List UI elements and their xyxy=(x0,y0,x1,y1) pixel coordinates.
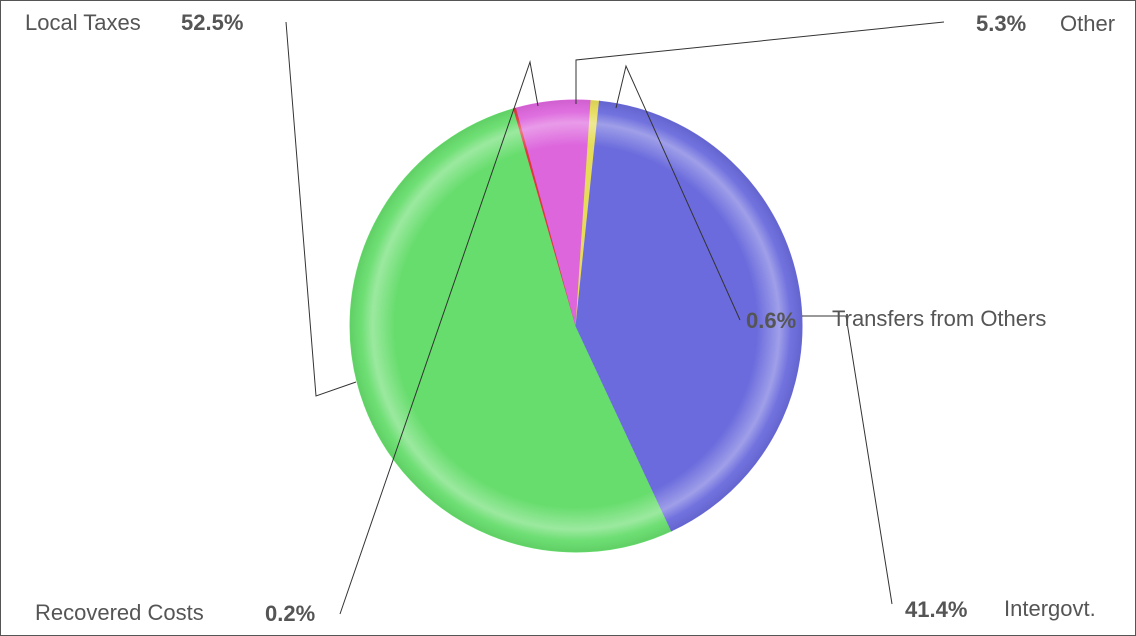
label-local-taxes: Local Taxes 52.5% xyxy=(25,10,243,35)
label-percent: 5.3% xyxy=(976,11,1026,36)
pie-slices xyxy=(349,99,803,553)
leader-line-local-taxes xyxy=(285,21,357,397)
label-name: Intergovt. xyxy=(1004,596,1096,621)
leader-line-recovered-costs xyxy=(339,60,539,615)
label-percent: 0.2% xyxy=(265,601,315,626)
label-name: Other xyxy=(1060,11,1115,36)
leader-line-transfers xyxy=(615,64,741,321)
label-percent: 41.4% xyxy=(905,597,967,622)
label-transfers-from-others: 0.6% Transfers from Others xyxy=(746,306,1046,333)
label-percent: 0.6% xyxy=(746,308,796,333)
leader-line-other xyxy=(575,21,945,104)
leader-line-intergovt xyxy=(802,315,893,605)
label-name: Transfers from Others xyxy=(832,306,1046,331)
label-intergovt: 41.4% Intergovt. xyxy=(905,596,1096,622)
label-recovered-costs: Recovered Costs 0.2% xyxy=(35,600,315,626)
label-name: Recovered Costs xyxy=(35,600,204,625)
label-percent: 52.5% xyxy=(181,10,243,35)
label-other: 5.3% Other xyxy=(976,11,1115,36)
leader-lines xyxy=(285,21,945,615)
label-name: Local Taxes xyxy=(25,10,141,35)
